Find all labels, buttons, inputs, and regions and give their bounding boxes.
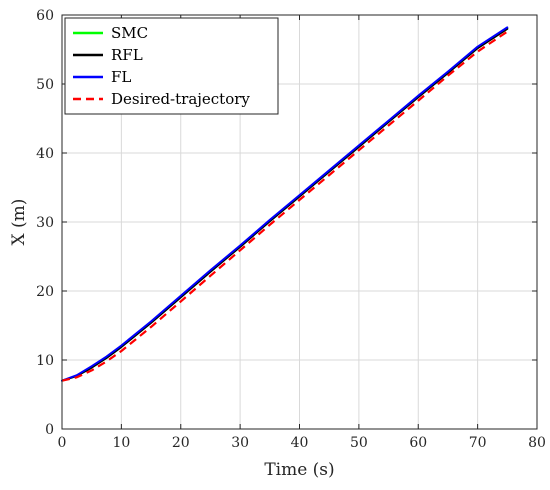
x-tick-label: 50	[350, 435, 368, 451]
y-tick-label: 0	[45, 422, 54, 438]
y-tick-label: 40	[36, 146, 54, 162]
y-tick-label: 30	[36, 215, 54, 231]
series-line-rfl	[61, 27, 509, 382]
y-tick-label: 60	[36, 8, 54, 24]
legend-label: Desired-trajectory	[111, 90, 250, 108]
y-tick-label: 10	[36, 353, 54, 369]
x-tick-label: 70	[469, 435, 487, 451]
grid	[61, 14, 538, 430]
x-tick-label: 30	[231, 435, 249, 451]
legend-label: FL	[111, 68, 131, 86]
x-tick-label: 40	[291, 435, 309, 451]
y-tick-label: 50	[36, 77, 54, 93]
legend-label: RFL	[111, 46, 143, 64]
x-tick-label: 10	[112, 435, 130, 451]
legend: SMC RFL FL Desired-trajectory	[64, 17, 279, 115]
x-tick-label: 20	[172, 435, 190, 451]
y-tick-label: 20	[36, 284, 54, 300]
x-tick-label: 80	[528, 435, 546, 451]
x-tick-label: 60	[409, 435, 427, 451]
series-lines	[61, 26, 509, 382]
series-line-desired-trajectory	[61, 30, 508, 382]
y-axis-title: X (m)	[9, 199, 29, 246]
series-line-fl	[61, 26, 509, 382]
y-tick-labels: 0 10 20 30 40 50 60	[36, 8, 537, 438]
x-axis-title: Time (s)	[264, 460, 334, 480]
x-tick-label: 0	[58, 435, 67, 451]
x-tick-labels: 0 10 20 30 40 50 60 70 80	[58, 15, 546, 451]
legend-label: SMC	[111, 24, 148, 42]
